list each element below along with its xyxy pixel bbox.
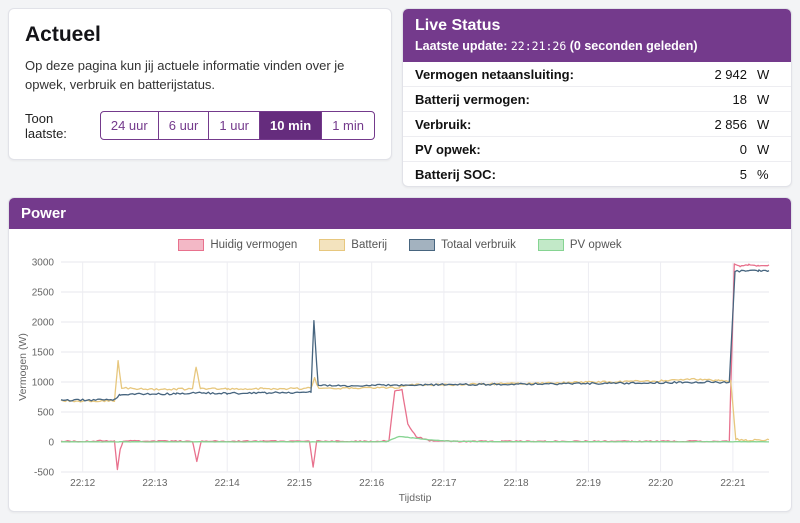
intro-card: Actueel Op deze pagina kun jij actuele i… <box>8 8 392 160</box>
svg-text:Tijdstip: Tijdstip <box>399 492 432 504</box>
live-status-header: Live Status Laatste update: 22:21:26 (0 … <box>403 9 791 62</box>
status-label: Batterij SOC: <box>415 166 496 182</box>
status-value: 2 856 <box>714 116 747 132</box>
live-status-card: Live Status Laatste update: 22:21:26 (0 … <box>402 8 792 187</box>
svg-text:22:14: 22:14 <box>215 478 240 489</box>
svg-text:22:13: 22:13 <box>142 478 167 489</box>
svg-text:2500: 2500 <box>32 288 55 299</box>
svg-text:1000: 1000 <box>32 378 55 389</box>
svg-text:2000: 2000 <box>32 318 55 329</box>
status-label: Vermogen netaansluiting: <box>415 66 574 82</box>
status-value: 0 <box>739 141 747 157</box>
legend-swatch <box>409 239 436 251</box>
power-card-body: Huidig vermogen Batterij Totaal verbruik… <box>9 229 791 511</box>
svg-text:22:20: 22:20 <box>648 478 673 489</box>
status-row-batterij-soc: Batterij SOC: 5 % <box>403 162 791 186</box>
status-unit: % <box>757 166 769 182</box>
svg-text:22:18: 22:18 <box>504 478 529 489</box>
svg-text:-500: -500 <box>34 468 54 479</box>
svg-text:22:16: 22:16 <box>359 478 384 489</box>
legend-label: Totaal verbruik <box>441 239 516 251</box>
live-status-title: Live Status <box>415 17 501 34</box>
range-button-10-min[interactable]: 10 min <box>259 111 323 141</box>
top-row: Actueel Op deze pagina kun jij actuele i… <box>8 8 792 187</box>
status-row-verbruik: Verbruik: 2 856 W <box>403 112 791 137</box>
range-button-1-min[interactable]: 1 min <box>321 111 375 141</box>
range-label: Toon laatste: <box>25 110 67 141</box>
status-label: Batterij vermogen: <box>415 91 530 107</box>
status-label: PV opwek: <box>415 141 481 157</box>
legend-item-batterij[interactable]: Batterij <box>319 239 387 251</box>
status-row-pv-opwek: PV opwek: 0 W <box>403 137 791 162</box>
svg-text:22:19: 22:19 <box>576 478 601 489</box>
legend-swatch <box>537 239 564 251</box>
legend-label: Huidig vermogen <box>210 239 298 251</box>
status-unit: W <box>757 141 770 157</box>
power-card-title: Power <box>9 198 791 229</box>
legend-item-totaal-verbruik[interactable]: Totaal verbruik <box>409 239 516 251</box>
update-time: 22:21:26 <box>510 39 567 53</box>
legend-item-pv-opwek[interactable]: PV opwek <box>537 239 622 251</box>
svg-text:3000: 3000 <box>32 258 55 269</box>
status-row-batterij-vermogen: Batterij vermogen: 18 W <box>403 87 791 112</box>
svg-text:22:12: 22:12 <box>70 478 95 489</box>
legend-label: PV opwek <box>569 239 622 251</box>
range-button-24-uur[interactable]: 24 uur <box>99 111 159 141</box>
update-ago: (0 seconden geleden) <box>569 39 698 53</box>
live-status-body: Vermogen netaansluiting: 2 942 W Batteri… <box>403 62 791 186</box>
svg-text:22:15: 22:15 <box>287 478 312 489</box>
status-row-netaansluiting: Vermogen netaansluiting: 2 942 W <box>403 62 791 87</box>
update-label: Laatste update: <box>415 39 508 53</box>
status-unit: W <box>757 116 770 132</box>
svg-text:0: 0 <box>48 438 54 449</box>
svg-text:Vermogen (W): Vermogen (W) <box>17 333 29 401</box>
status-unit: W <box>757 91 770 107</box>
svg-text:22:21: 22:21 <box>720 478 745 489</box>
chart-legend: Huidig vermogen Batterij Totaal verbruik… <box>15 239 785 251</box>
legend-swatch <box>178 239 205 251</box>
legend-label: Batterij <box>351 239 388 251</box>
svg-text:22:17: 22:17 <box>431 478 456 489</box>
status-value: 2 942 <box>714 66 747 82</box>
range-selector: Toon laatste: 24 uur 6 uur 1 uur 10 min … <box>25 111 375 141</box>
range-button-6-uur[interactable]: 6 uur <box>157 111 210 141</box>
status-value: 5 <box>739 166 747 182</box>
page-description: Op deze pagina kun jij actuele informati… <box>25 58 345 92</box>
svg-text:500: 500 <box>37 408 54 419</box>
legend-item-huidig-vermogen[interactable]: Huidig vermogen <box>178 239 297 251</box>
power-chart-svg[interactable]: -500 0 500 1000 1500 2000 2500 3000 22:12 22:13 22… <box>15 256 783 504</box>
status-unit: W <box>757 66 770 82</box>
range-button-group: 24 uur 6 uur 1 uur 10 min 1 min <box>99 111 375 141</box>
status-value: 18 <box>732 91 747 107</box>
range-button-1-uur[interactable]: 1 uur <box>208 111 261 141</box>
status-label: Verbruik: <box>415 116 472 132</box>
live-status-update: Laatste update: 22:21:26 (0 seconden gel… <box>415 39 779 53</box>
power-card: Power Huidig vermogen Batterij Totaal ve… <box>8 197 792 512</box>
legend-swatch <box>319 239 346 251</box>
svg-text:1500: 1500 <box>32 348 55 359</box>
page-title: Actueel <box>25 23 101 46</box>
